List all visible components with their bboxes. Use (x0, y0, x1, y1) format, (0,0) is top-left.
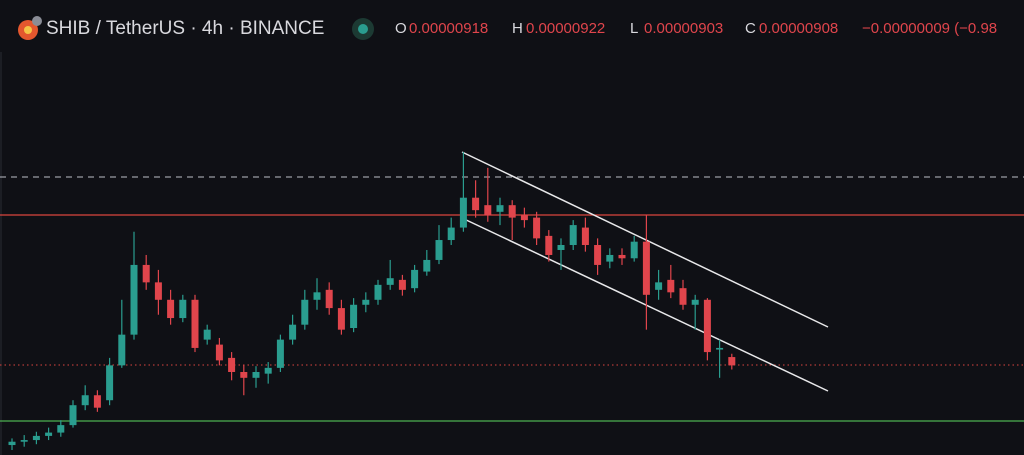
candle-body (533, 217, 541, 239)
candle-body (179, 299, 187, 319)
candle-body (423, 259, 431, 272)
candle-body (398, 279, 406, 290)
candle-body (106, 365, 114, 401)
legend-key: C (745, 20, 756, 37)
legend-value: 0.00000918 (409, 20, 488, 37)
candle-body (20, 440, 28, 442)
candle-body (569, 225, 577, 246)
candle-body (301, 299, 309, 325)
candle-body (557, 245, 565, 250)
candle-body (240, 372, 248, 378)
legend-key: H (512, 20, 523, 37)
candle-body (374, 284, 382, 300)
candle-body (142, 264, 150, 283)
candle-body (362, 299, 370, 305)
candle-body (69, 405, 77, 426)
candle-body (289, 324, 297, 340)
legend-key: O (395, 20, 407, 37)
candle-body (679, 288, 687, 305)
candle-body (545, 235, 553, 255)
candle-body (435, 240, 443, 260)
candle-body (57, 425, 65, 433)
header-bg (0, 0, 1024, 52)
candle-body (484, 205, 492, 216)
candle-body (459, 197, 467, 228)
logo-badge (32, 16, 42, 26)
candle-body (703, 299, 711, 353)
candle-body (130, 264, 138, 335)
legend-value: 0.00000922 (526, 20, 605, 37)
candle-body (667, 279, 675, 293)
candle-body (508, 205, 516, 218)
change: −0.00000009 (−0.98 (862, 20, 997, 37)
candle-body (520, 215, 528, 221)
channel-lower (461, 217, 829, 392)
candle-body (594, 245, 602, 265)
candle-body (728, 357, 736, 366)
candle-body (8, 441, 16, 446)
candle-body (313, 292, 321, 300)
symbol-title: SHIB / TetherUS · 4h · BINANCE (46, 18, 324, 39)
candle-body (386, 278, 394, 285)
candle-body (228, 357, 236, 372)
candle-body (472, 197, 480, 211)
candle-body (447, 227, 455, 241)
status-dot (358, 24, 368, 34)
candle-body (350, 304, 358, 329)
candle-body (581, 227, 589, 246)
candle-body (606, 254, 614, 262)
candle-body (411, 269, 419, 289)
channel-upper (461, 151, 829, 328)
candle-body (191, 299, 199, 348)
ohlc-legend: O 0.00000918 H 0.00000922 L 0.00000903 C 0.0000… (395, 20, 838, 37)
candle-body (167, 299, 175, 319)
legend-value: 0.00000903 (644, 20, 723, 37)
candle-body (118, 334, 126, 366)
candle-body (618, 254, 626, 259)
legend-value: 0.00000908 (759, 20, 838, 37)
candle-body (716, 347, 724, 350)
candle-body (655, 282, 663, 290)
candle-body (630, 241, 638, 259)
candle-body (81, 395, 89, 406)
symbol-logo-inner (24, 26, 32, 34)
candle-body (203, 329, 211, 340)
candle-body (252, 372, 260, 378)
candles (8, 152, 736, 451)
candle-body (45, 432, 53, 436)
candle-body (93, 395, 101, 408)
legend-key: L (630, 20, 638, 37)
candle-body (32, 435, 40, 441)
candle-body (215, 344, 223, 361)
candle-body (264, 367, 272, 374)
candle-body (337, 308, 345, 330)
candle-body (691, 299, 699, 305)
candle-body (154, 282, 162, 300)
candle-body (276, 339, 284, 368)
candle-body (325, 289, 333, 309)
candle-body (642, 241, 650, 295)
candle-body (496, 205, 504, 212)
